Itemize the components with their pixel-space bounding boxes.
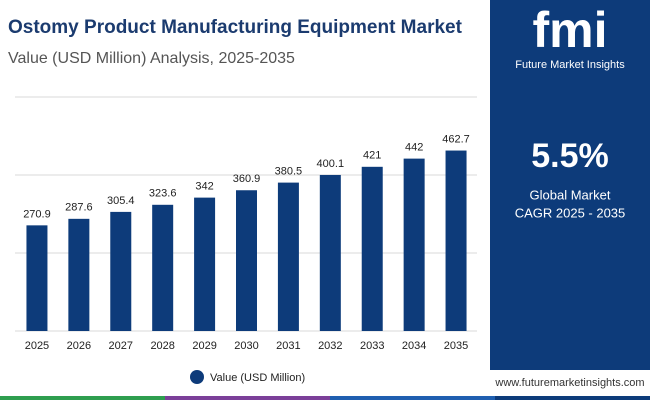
data-label: 421 [363, 150, 381, 162]
legend-label: Value (USD Million) [210, 372, 305, 384]
bar [236, 190, 257, 331]
x-tick-label: 2025 [25, 340, 49, 352]
x-tick-label: 2028 [150, 340, 174, 352]
x-tick-label: 2027 [109, 340, 133, 352]
data-label: 442 [405, 142, 423, 154]
footer-stripe [0, 396, 165, 400]
chart-title: Ostomy Product Manufacturing Equipment M… [8, 17, 463, 38]
footer-stripe [495, 396, 650, 400]
cagr-value: 5.5% [531, 137, 609, 175]
logo: fmi [533, 2, 608, 58]
footer-stripe [330, 396, 495, 400]
x-tick-label: 2031 [276, 340, 300, 352]
brand-name: Future Market Insights [515, 59, 625, 71]
data-label: 462.7 [442, 133, 470, 145]
data-label: 270.9 [23, 208, 51, 220]
footer-stripe [165, 396, 330, 400]
x-tick-label: 2035 [444, 340, 468, 352]
data-label: 305.4 [107, 195, 135, 207]
x-tick-label: 2026 [67, 340, 91, 352]
plot-area: 2025 2026 2027 2028 2029 2030 2031 2032 2033 2034… [15, 96, 477, 384]
side-panel [490, 0, 650, 370]
cagr-label: CAGR 2025 - 2035 [515, 205, 626, 220]
x-tick-label: 2029 [192, 340, 216, 352]
data-label: 342 [195, 181, 213, 193]
data-label: 360.9 [233, 173, 261, 185]
data-label: 380.5 [275, 166, 303, 178]
legend-marker [190, 370, 204, 384]
bar [403, 158, 425, 331]
bar [361, 166, 383, 331]
bar [277, 182, 299, 331]
x-tick-label: 2030 [234, 340, 258, 352]
x-tick-label: 2033 [360, 340, 384, 352]
data-label: 287.6 [65, 202, 93, 214]
bar [319, 174, 341, 331]
data-label: 323.6 [149, 188, 177, 200]
data-label: 400.1 [317, 158, 345, 170]
x-tick-label: 2032 [318, 340, 342, 352]
website-url: www.futuremarketinsights.com [494, 377, 644, 389]
bar [152, 204, 174, 331]
bar [110, 211, 132, 331]
bar [68, 218, 90, 331]
bar [445, 150, 467, 331]
chart-subtitle: Value (USD Million) Analysis, 2025-2035 [8, 50, 295, 67]
bar [26, 225, 48, 331]
x-tick-label: 2034 [402, 340, 426, 352]
bar [194, 197, 216, 331]
cagr-label: Global Market [530, 187, 611, 202]
